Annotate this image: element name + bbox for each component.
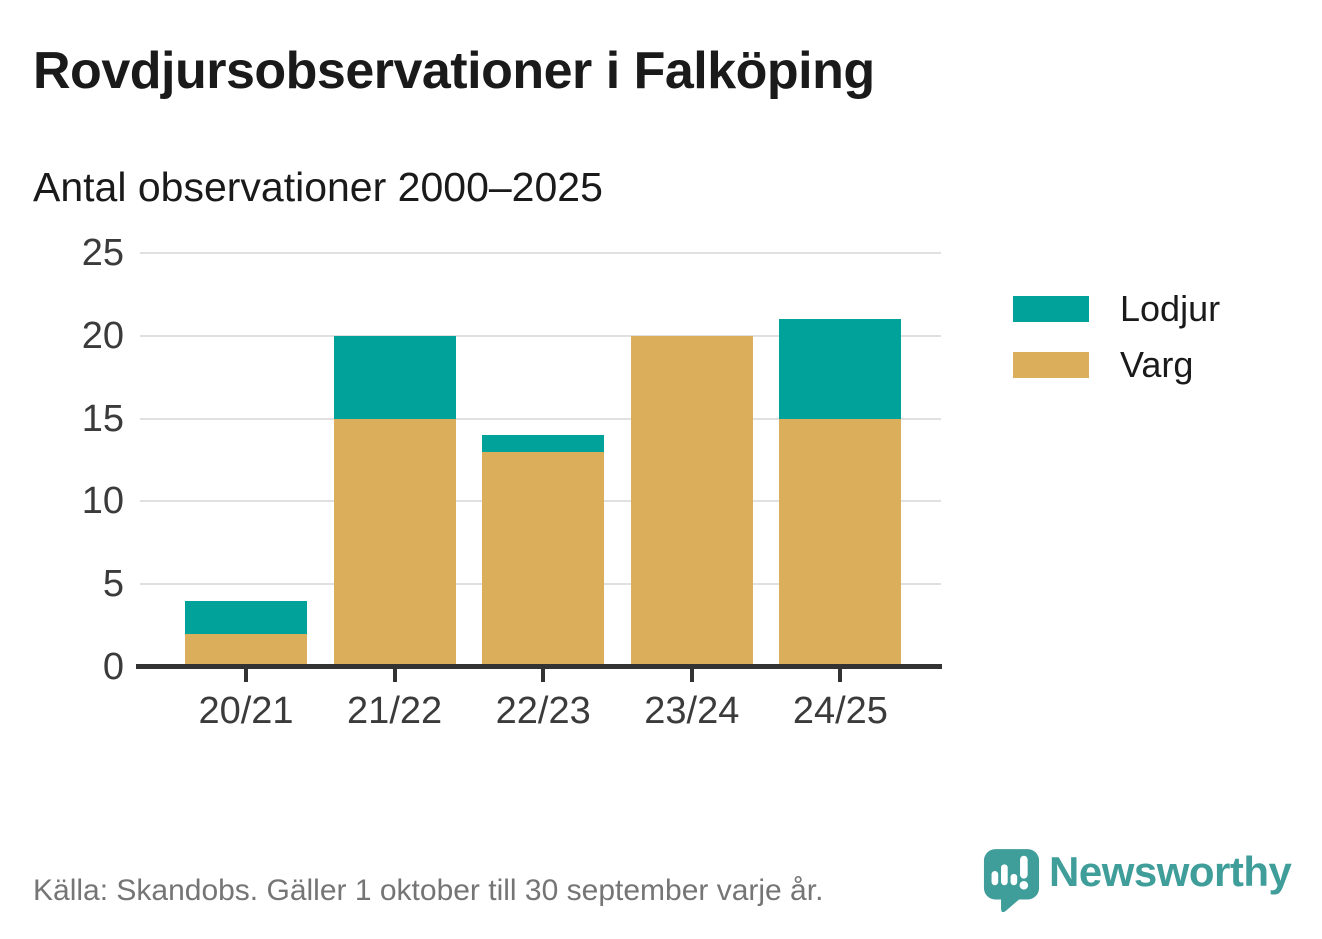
x-axis-label: 21/22 [347, 690, 443, 732]
legend-label: Lodjur [1120, 288, 1221, 329]
y-axis-tick-label: 25 [81, 232, 124, 274]
newsworthy-logo: Newsworthy [983, 848, 1292, 912]
y-axis-tick-label: 15 [81, 397, 124, 440]
bar-segment-varg [630, 335, 753, 667]
logo-exclamation-bar [1020, 855, 1028, 879]
y-axis-tick-label: 10 [81, 480, 124, 523]
y-axis-tick-label: 5 [102, 563, 124, 606]
newsworthy-bubble-icon [983, 849, 1040, 912]
gridline [140, 417, 941, 420]
gridline [140, 334, 941, 337]
gridline [140, 252, 941, 254]
bar-segment-lodjur [185, 600, 307, 634]
x-axis-line [136, 664, 942, 669]
x-axis-label: 22/23 [495, 690, 591, 732]
legend-swatch [1013, 352, 1089, 378]
x-axis-tick [244, 669, 248, 682]
logo-bar-2 [1001, 864, 1008, 886]
x-axis-tick [838, 669, 843, 682]
newsworthy-wordmark: Newsworthy [1049, 848, 1292, 895]
bar-segment-varg [779, 418, 902, 667]
y-axis-tick-label: 0 [102, 646, 124, 688]
x-axis-label: 23/24 [644, 690, 740, 732]
bar-segment-lodjur [482, 435, 605, 452]
legend-item: Lodjur [1013, 281, 1220, 337]
legend-label: Varg [1120, 344, 1194, 385]
bar-segment-varg [333, 418, 456, 667]
x-axis-label: 20/21 [198, 690, 294, 732]
logo-exclamation-dot [1019, 880, 1029, 890]
x-axis-tick [392, 669, 397, 682]
chart-title: Rovdjursobservationer i Falköping [33, 42, 875, 100]
chart-subtitle: Antal observationer 2000–2025 [33, 164, 603, 210]
y-axis-tick-label: 20 [81, 314, 124, 357]
logo-bar-3 [1010, 873, 1018, 886]
bar-segment-lodjur [779, 319, 902, 419]
bar-segment-varg [185, 633, 307, 667]
bar-segment-varg [482, 451, 605, 667]
x-axis-tick [541, 669, 546, 682]
x-axis-label: 24/25 [792, 690, 888, 732]
legend: Lodjur Varg [1013, 281, 1220, 393]
legend-swatch [1013, 296, 1089, 322]
legend-item: Varg [1013, 337, 1220, 393]
source-note: Källa: Skandobs. Gäller 1 oktober till 3… [33, 874, 824, 907]
bar-segment-lodjur [333, 335, 456, 419]
logo-bar-1 [991, 870, 999, 886]
x-axis-tick [689, 669, 694, 682]
